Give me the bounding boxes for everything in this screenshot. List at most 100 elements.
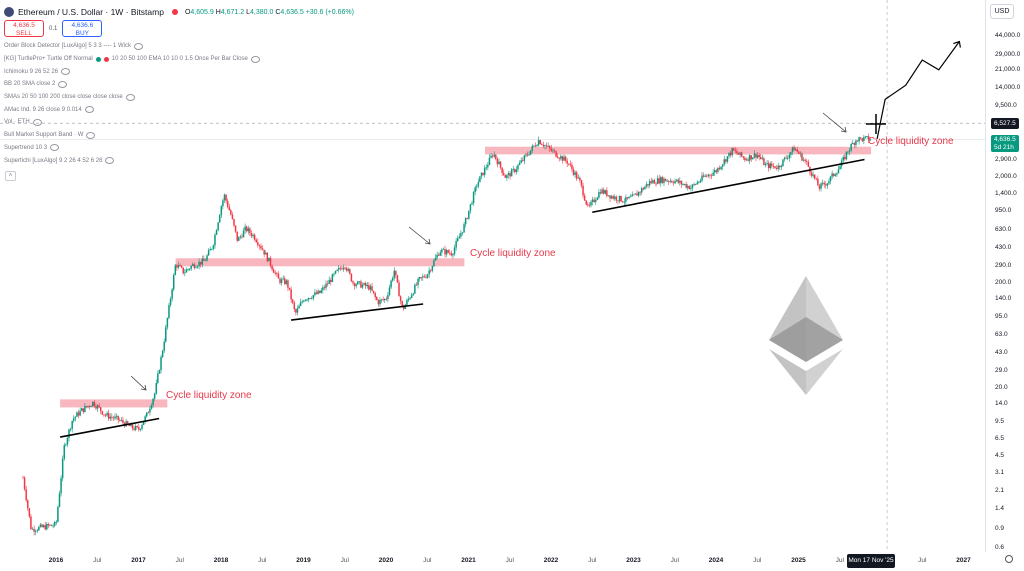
candle-body: [326, 283, 329, 285]
currency-selector[interactable]: USD: [990, 4, 1014, 19]
candle-body: [688, 185, 691, 190]
indicator-item[interactable]: AMac Ind. 9 26 close 9 0.014: [4, 103, 260, 116]
candle-body: [750, 155, 752, 160]
candle-body: [855, 140, 857, 145]
candle-body: [130, 424, 132, 427]
collapse-legend-icon[interactable]: ˄: [5, 171, 16, 181]
price-tick-label: 0.9: [995, 525, 1005, 533]
sell-button[interactable]: 4,636.5 SELL: [4, 20, 44, 37]
candle-body: [179, 265, 181, 267]
candle-body: [558, 157, 560, 159]
candle-body: [38, 526, 40, 531]
candle-body: [325, 283, 327, 289]
price-tick-label: 21,000.0: [995, 65, 1021, 73]
gear-icon[interactable]: [1005, 555, 1013, 563]
candle-body: [623, 201, 626, 203]
price-tick-label: 1,400.0: [995, 189, 1017, 197]
time-tick-label: 2018: [213, 557, 229, 564]
eye-icon[interactable]: [50, 144, 60, 152]
candle-body: [832, 173, 835, 176]
candle-body: [426, 274, 429, 278]
price-tick-label: 6.5: [995, 435, 1005, 443]
ethereum-logo-icon: [806, 349, 843, 395]
candle-body: [215, 230, 218, 235]
indicator-item[interactable]: SMAs 20 50 100 200 close close close clo…: [4, 91, 260, 104]
candle-body: [147, 412, 150, 414]
price-tick-label: 29,000.0: [995, 51, 1021, 59]
candle-body: [626, 197, 629, 199]
candle-body: [196, 266, 199, 268]
symbol-title[interactable]: Ethereum / U.S. Dollar · 1W · Bitstamp: [18, 7, 164, 17]
candle-body: [53, 521, 56, 526]
indicator-item[interactable]: Supertrend 10 3: [4, 142, 260, 155]
candle-body: [166, 318, 169, 328]
candle-body: [138, 427, 140, 430]
candle-body: [271, 265, 273, 270]
indicator-item[interactable]: Vol · ETH: [4, 116, 260, 129]
candle-body: [542, 144, 545, 147]
candle-body: [133, 428, 135, 430]
eye-icon[interactable]: [250, 55, 260, 63]
candle-body: [412, 293, 415, 295]
candle-body: [334, 270, 337, 274]
chart-header: Ethereum / U.S. Dollar · 1W · Bitstamp O…: [4, 4, 354, 20]
indicator-item[interactable]: Ichimoku 9 26 52 26: [4, 65, 260, 78]
candle-body: [672, 182, 675, 184]
candle-body: [25, 489, 27, 501]
candle-body: [771, 163, 773, 166]
candle-body: [796, 149, 798, 152]
candle-body: [483, 167, 486, 176]
liquidity-zone-label: Cycle liquidity zone: [868, 136, 954, 147]
candle-body: [149, 408, 151, 413]
candle-body: [571, 164, 573, 170]
candle-body: [798, 151, 800, 154]
indicator-item[interactable]: Bull Market Support Band · W: [4, 129, 260, 142]
candle-body: [287, 280, 289, 288]
buy-button[interactable]: 4,636.6 BUY: [62, 20, 103, 37]
candle-body: [103, 414, 105, 416]
candle-body: [852, 143, 854, 144]
eye-icon[interactable]: [125, 93, 135, 101]
candle-body: [396, 275, 399, 283]
eye-icon[interactable]: [86, 131, 96, 139]
candle-body: [342, 267, 345, 270]
eye-icon[interactable]: [61, 68, 71, 76]
eye-icon[interactable]: [105, 157, 115, 165]
indicator-item[interactable]: [KG] TurtlePro+ Turtle Off Normal 10 20 5…: [4, 53, 260, 66]
spread-value: 0.1: [49, 25, 58, 32]
indicator-item[interactable]: Supertichi [LuxAlgo] 9 2 26 4 52 6 26: [4, 154, 260, 167]
indicator-item[interactable]: Order Block Detector [LuxAlgo] 5 3 3 ---…: [4, 40, 260, 53]
candle-body: [425, 277, 427, 279]
candle-body: [820, 183, 822, 189]
candle-body: [864, 136, 867, 138]
candle-body: [598, 192, 600, 198]
candle-body: [95, 406, 97, 409]
candle-body: [203, 258, 205, 261]
candle-body: [206, 255, 208, 261]
eye-icon[interactable]: [134, 42, 144, 50]
candle-body: [225, 194, 227, 201]
candle-body: [169, 298, 172, 306]
candle-body: [794, 149, 797, 151]
price-tick-label: 3.1: [995, 468, 1005, 476]
candle-body: [596, 197, 599, 201]
time-tick-label: 2022: [543, 557, 559, 564]
candle-body: [477, 182, 480, 187]
candle-body: [410, 294, 413, 298]
eye-icon[interactable]: [32, 118, 42, 126]
candle-body: [61, 458, 64, 479]
candle-body: [452, 254, 454, 256]
indicator-item[interactable]: BB 20 SMA close 2: [4, 78, 260, 91]
candle-body: [180, 266, 183, 268]
candle-body: [99, 407, 102, 412]
candle-body: [826, 183, 829, 186]
time-tick-label: 2025: [791, 557, 806, 564]
candle-body: [707, 174, 710, 177]
price-tick-label: 200.0: [995, 278, 1012, 286]
candle-body: [120, 419, 123, 421]
time-tick-label: 2021: [461, 557, 476, 564]
candle-body: [96, 405, 99, 409]
eye-icon[interactable]: [58, 80, 68, 88]
eye-icon[interactable]: [84, 106, 94, 114]
